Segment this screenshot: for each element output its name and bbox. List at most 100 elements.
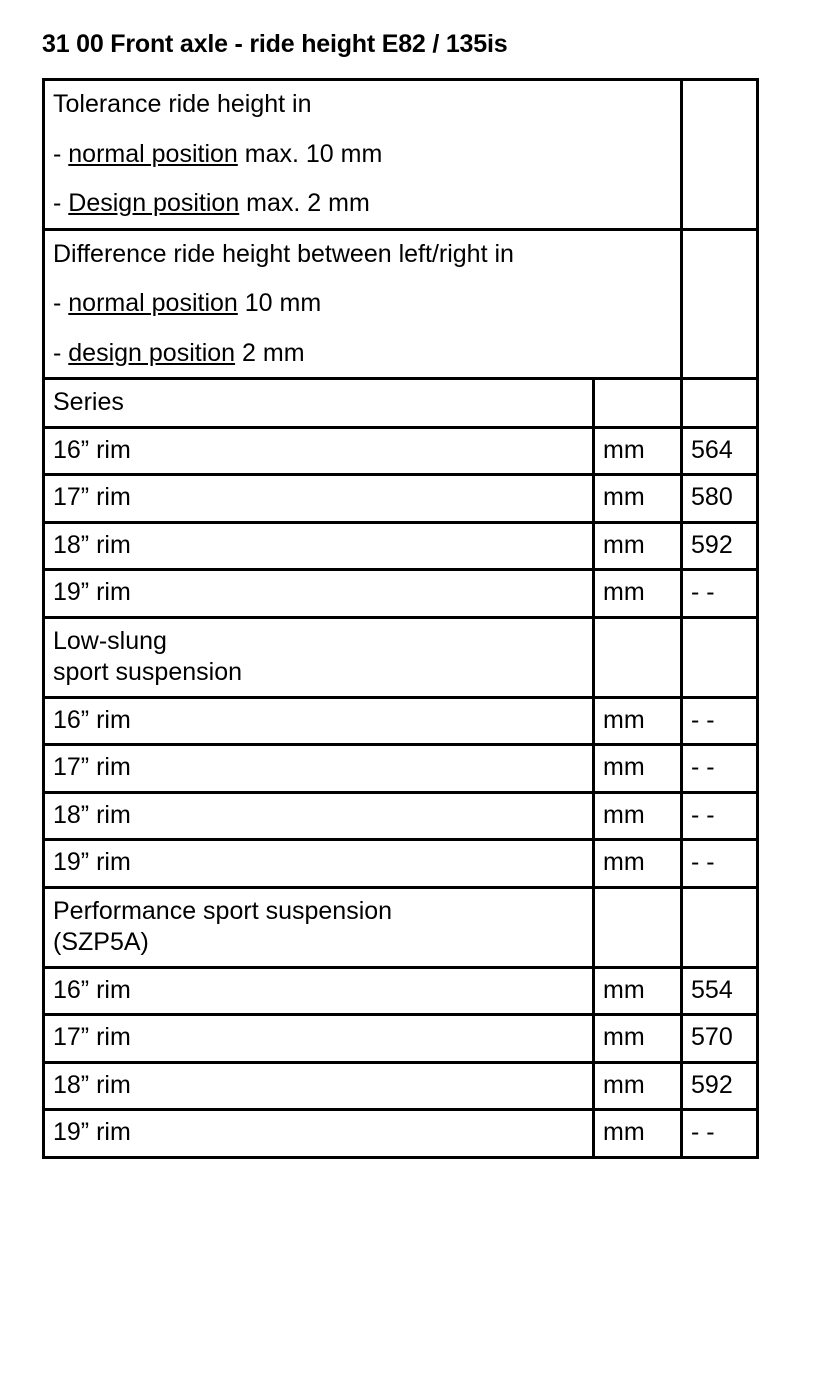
ride-height-spec-table: Tolerance ride height in - normal positi…	[41, 78, 760, 1159]
table-row: 16” rim mm 554	[42, 965, 760, 1016]
row-value: 564	[691, 435, 733, 464]
section-header-label-cell: Performance sport suspension (SZP5A)	[42, 885, 595, 969]
row-unit: mm	[603, 975, 645, 1004]
tolerance-normal-position-term: normal position	[68, 139, 238, 168]
section-header-performance-sport-suspension: Performance sport suspension (SZP5A)	[42, 885, 760, 969]
tolerance-normal-position-line: - normal position max. 10 mm	[53, 138, 680, 172]
row-value: 592	[691, 1070, 733, 1099]
row-unit-cell: mm	[591, 1060, 684, 1111]
list-dash: -	[53, 139, 62, 168]
row-value: - -	[691, 800, 715, 829]
row-value: - -	[691, 848, 715, 876]
difference-normal-position-value: 10 mm	[244, 289, 322, 317]
row-unit: mm	[603, 435, 645, 464]
row-label-cell: 19” rim	[42, 568, 595, 619]
difference-block-cell: Difference ride height between left/righ…	[41, 227, 684, 380]
table-row: 17” rim mm 580	[42, 473, 760, 524]
row-unit-cell: mm	[591, 1108, 684, 1159]
row-value-cell: 554	[680, 965, 760, 1016]
row-label-cell: 18” rim	[42, 520, 595, 571]
table-row: 19” rim mm - -	[42, 838, 760, 889]
section-header-line1: Low-slung	[53, 626, 167, 655]
difference-normal-position-line: - normal position 10 mm	[53, 287, 680, 321]
row-unit: mm	[603, 800, 645, 829]
row-label: 16” rim	[53, 975, 131, 1004]
row-label-cell: 16” rim	[42, 695, 595, 746]
section-header-unit-cell	[591, 885, 684, 969]
row-label-cell: 18” rim	[42, 790, 595, 841]
row-label: 18” rim	[53, 1070, 131, 1099]
row-unit-cell: mm	[591, 965, 684, 1016]
row-label: 16” rim	[53, 705, 131, 734]
row-value: 580	[691, 483, 733, 511]
row-value-cell: 592	[680, 1060, 760, 1111]
row-label-cell: 16” rim	[42, 965, 595, 1016]
table-row: 18” rim mm 592	[42, 520, 760, 571]
section-header-value-cell	[680, 615, 760, 699]
row-label-cell: 17” rim	[42, 473, 595, 524]
tolerance-heading: Tolerance ride height in	[53, 90, 312, 118]
section-header-line1: Series	[53, 388, 124, 416]
tolerance-design-position-value: max. 2 mm	[246, 189, 370, 217]
tolerance-normal-position-value: max. 10 mm	[244, 139, 383, 168]
row-value-cell: - -	[680, 568, 760, 619]
table-row: 19” rim mm - -	[42, 1108, 760, 1159]
row-value-cell: - -	[680, 790, 760, 841]
tolerance-design-position-term: Design position	[68, 189, 240, 217]
row-unit: mm	[603, 705, 645, 734]
row-value-cell: - -	[680, 1108, 760, 1159]
row-label: 19” rim	[53, 848, 131, 876]
row-unit-cell: mm	[591, 790, 684, 841]
row-value: 570	[691, 1023, 733, 1051]
table-row-tolerance: Tolerance ride height in - normal positi…	[41, 78, 760, 231]
section-header-unit-cell	[591, 615, 684, 699]
spec-table-body: Tolerance ride height in - normal positi…	[41, 78, 760, 1159]
row-label: 17” rim	[53, 483, 131, 511]
row-label-cell: 17” rim	[42, 743, 595, 794]
row-value-cell: - -	[680, 695, 760, 746]
row-label: 17” rim	[53, 1023, 131, 1051]
section-header-unit-cell	[591, 377, 684, 429]
row-label: 17” rim	[53, 753, 131, 781]
difference-heading: Difference ride height between left/righ…	[53, 239, 514, 268]
row-label-cell: 18” rim	[42, 1060, 595, 1111]
row-value: - -	[691, 705, 715, 734]
row-value-cell: 592	[680, 520, 760, 571]
list-dash: -	[53, 289, 62, 317]
tolerance-block-value-cell	[680, 78, 760, 231]
row-value: - -	[691, 1118, 715, 1146]
row-unit-cell: mm	[591, 1013, 684, 1064]
table-row: 16” rim mm - -	[42, 695, 760, 746]
row-unit: mm	[603, 1023, 645, 1051]
section-header-value-cell	[680, 885, 760, 969]
table-row: 19” rim mm - -	[42, 568, 760, 619]
row-label-cell: 19” rim	[42, 838, 595, 889]
tolerance-design-position-line: - Design position max. 2 mm	[53, 187, 680, 221]
row-unit-cell: mm	[591, 520, 684, 571]
table-row: 18” rim mm 592	[42, 1060, 760, 1111]
row-unit: mm	[603, 530, 645, 559]
row-value-cell: 564	[680, 425, 760, 476]
table-row: 16” rim mm 564	[42, 425, 760, 476]
difference-normal-position-term: normal position	[68, 289, 238, 317]
section-header-label-cell: Low-slung sport suspension	[42, 615, 595, 699]
row-value-cell: 570	[680, 1013, 760, 1064]
row-unit: mm	[603, 753, 645, 781]
row-unit: mm	[603, 1070, 645, 1099]
section-header-low-slung-sport-suspension: Low-slung sport suspension	[42, 615, 760, 699]
table-row: 17” rim mm - -	[42, 743, 760, 794]
tolerance-block-cell: Tolerance ride height in - normal positi…	[41, 78, 684, 231]
section-header-line2: sport suspension	[53, 658, 243, 686]
list-dash: -	[53, 189, 62, 217]
page-title: 31 00 Front axle - ride height E82 / 135…	[42, 30, 508, 58]
section-header-series: Series	[42, 377, 760, 429]
row-label: 19” rim	[53, 1118, 131, 1146]
row-label-cell: 16” rim	[42, 425, 595, 476]
list-dash: -	[53, 338, 62, 367]
row-unit: mm	[603, 1118, 645, 1146]
difference-design-position-line: - design position 2 mm	[53, 337, 680, 371]
row-label-cell: 17” rim	[42, 1013, 595, 1064]
table-row-difference: Difference ride height between left/righ…	[41, 227, 760, 380]
row-unit: mm	[603, 578, 645, 606]
